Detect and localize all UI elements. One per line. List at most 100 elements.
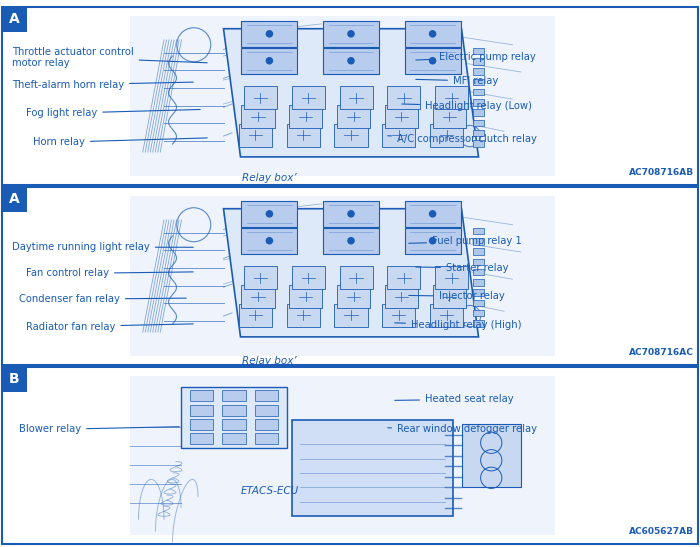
Text: Fuel pump relay 1: Fuel pump relay 1 — [409, 236, 522, 246]
Bar — [323, 201, 379, 226]
Bar — [473, 89, 484, 95]
Bar — [433, 285, 466, 308]
Bar — [323, 228, 379, 254]
Bar — [223, 391, 246, 401]
Bar — [473, 58, 484, 65]
Bar — [461, 423, 521, 487]
Text: Theft-alarm horn relay: Theft-alarm horn relay — [12, 80, 193, 90]
Bar — [382, 304, 415, 327]
Text: Blower relay: Blower relay — [19, 424, 179, 434]
Text: Relay box’: Relay box’ — [242, 356, 297, 366]
Polygon shape — [223, 28, 479, 157]
Text: MFI relay: MFI relay — [416, 76, 498, 86]
Bar — [2, 187, 27, 212]
Bar — [473, 259, 484, 265]
Bar — [130, 16, 555, 176]
Bar — [473, 289, 484, 296]
Bar — [2, 7, 698, 185]
Bar — [473, 279, 484, 286]
Bar — [340, 266, 372, 289]
Bar — [255, 391, 278, 401]
Bar — [473, 320, 484, 327]
Bar — [323, 48, 379, 74]
Bar — [473, 300, 484, 306]
Circle shape — [430, 238, 435, 244]
Circle shape — [430, 31, 435, 37]
Text: Electric pump relay: Electric pump relay — [416, 52, 536, 62]
Bar — [255, 433, 278, 444]
Bar — [335, 124, 368, 147]
Bar — [190, 433, 214, 444]
Bar — [241, 228, 298, 254]
Circle shape — [348, 31, 354, 37]
Bar — [292, 266, 325, 289]
Bar — [387, 266, 421, 289]
Text: Fog light relay: Fog light relay — [26, 108, 200, 118]
Bar — [473, 130, 484, 136]
Bar — [255, 405, 278, 416]
Text: Daytime running light relay: Daytime running light relay — [12, 242, 193, 252]
Bar — [2, 367, 698, 544]
Bar — [255, 419, 278, 430]
Bar — [244, 86, 277, 109]
Bar — [473, 248, 484, 255]
Circle shape — [348, 211, 354, 217]
Bar — [337, 285, 370, 308]
Text: A: A — [9, 193, 20, 206]
Text: ETACS-ECU: ETACS-ECU — [240, 486, 299, 496]
Bar — [430, 124, 463, 147]
Bar — [473, 109, 484, 116]
Text: Rear window defogger relay: Rear window defogger relay — [388, 424, 537, 434]
Bar — [473, 310, 484, 316]
Bar — [2, 367, 27, 392]
Text: AC605627AB: AC605627AB — [629, 527, 694, 536]
Bar — [291, 421, 453, 516]
Bar — [382, 124, 415, 147]
Bar — [2, 187, 698, 365]
Bar — [473, 48, 484, 54]
Text: A/C compressor clutch relay: A/C compressor clutch relay — [388, 134, 537, 144]
Bar — [286, 304, 320, 327]
Bar — [473, 79, 484, 85]
Bar — [405, 228, 461, 254]
Bar — [190, 405, 214, 416]
Text: Fan control relay: Fan control relay — [26, 269, 193, 278]
Bar — [405, 48, 461, 74]
Bar — [473, 238, 484, 245]
Bar — [335, 304, 368, 327]
Text: Injector relay: Injector relay — [409, 292, 505, 301]
Bar — [239, 124, 272, 147]
Circle shape — [430, 57, 435, 64]
Bar — [181, 387, 287, 447]
Bar — [241, 105, 274, 128]
Bar — [223, 433, 246, 444]
Text: B: B — [9, 373, 20, 386]
Bar — [385, 285, 418, 308]
Bar — [385, 105, 418, 128]
Text: Horn relay: Horn relay — [33, 137, 207, 147]
Bar — [405, 201, 461, 226]
Bar — [223, 419, 246, 430]
Bar — [241, 48, 298, 74]
Bar — [473, 120, 484, 126]
Bar — [223, 405, 246, 416]
Bar — [190, 419, 214, 430]
Bar — [473, 99, 484, 106]
Circle shape — [266, 238, 272, 244]
Bar — [286, 124, 320, 147]
Bar — [239, 304, 272, 327]
Bar — [435, 266, 468, 289]
Text: AC708716AB: AC708716AB — [629, 168, 694, 177]
Bar — [323, 21, 379, 46]
Text: Headlight relay (Low): Headlight relay (Low) — [402, 101, 532, 111]
Circle shape — [348, 57, 354, 64]
Bar — [430, 304, 463, 327]
Bar — [433, 105, 466, 128]
Bar — [289, 285, 322, 308]
Text: Heated seat relay: Heated seat relay — [395, 394, 514, 404]
Text: Relay box’: Relay box’ — [242, 173, 297, 183]
Bar — [130, 196, 555, 356]
Text: Throttle actuator control
motor relay: Throttle actuator control motor relay — [12, 46, 207, 68]
Text: A: A — [9, 13, 20, 26]
Text: AC708716AC: AC708716AC — [629, 348, 694, 357]
